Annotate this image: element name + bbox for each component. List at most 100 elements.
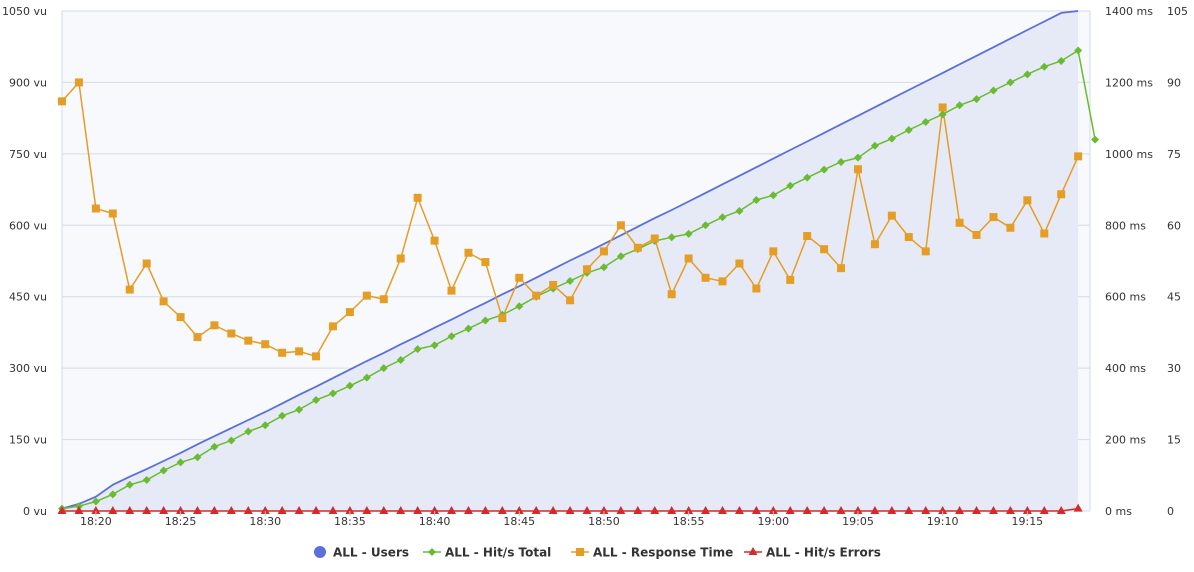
y-axis-right-ms: 0 ms 200 ms 400 ms 600 ms 800 ms 1000 ms 1200 … [1105,5,1153,518]
data-point [718,277,727,286]
y-left-tick-label: 600 vu [9,219,47,232]
data-point [278,411,287,420]
data-point [278,348,287,357]
data-point [870,506,880,514]
data-point [1040,62,1049,71]
data-point [972,230,981,239]
data-point [1074,46,1083,55]
y-left-tick-label: 750 vu [9,148,47,161]
data-point [328,506,338,514]
data-point [904,126,913,135]
data-point [837,264,846,273]
data-point [786,275,795,284]
data-point [176,313,185,322]
data-point [921,506,931,514]
data-point [497,506,507,514]
data-point [616,506,626,514]
data-point [752,284,761,293]
data-point [464,324,473,333]
data-point [58,97,66,106]
y-right-ms-tick-label: 200 ms [1105,434,1146,447]
data-point [566,277,575,285]
y-right-count-tick-label: 75 [1167,148,1181,161]
legend-marker-square [576,548,584,556]
data-point [802,506,812,514]
data-point [74,78,83,87]
data-point [345,308,354,317]
data-point [463,506,473,514]
data-point [108,490,117,499]
data-point [362,291,371,300]
data-point [295,347,304,356]
series-line-0 [61,10,1079,510]
y-right-ms-tick-label: 400 ms [1105,362,1146,375]
data-point [447,506,457,514]
data-point [972,95,981,104]
data-point [481,316,490,325]
data-point [396,506,406,514]
data-point [616,252,625,261]
legend[interactable]: ALL - Users ALL - Hit/s Total ALL - Respon… [314,546,881,560]
y-right-ms-tick-label: 1400 ms [1105,5,1153,18]
data-point [599,247,608,256]
data-point [464,248,473,257]
data-point [786,181,795,190]
data-point [57,506,67,514]
data-point [633,506,643,514]
x-tick-label: 18:50 [588,515,620,528]
data-point [142,476,151,485]
data-point [210,442,219,451]
data-point [717,506,727,514]
data-point [1056,506,1066,514]
data-point [803,173,812,182]
data-point [1023,70,1032,79]
legend-label: ALL - Hit/s Total [445,546,551,560]
data-point [243,506,253,514]
data-point [176,458,185,467]
data-point [515,302,524,311]
data-point [565,506,575,514]
data-point [803,232,812,240]
data-point [667,290,676,299]
data-point [633,243,642,252]
data-point [312,396,321,405]
data-point [1023,196,1032,205]
data-point [244,427,253,436]
data-point [379,364,388,373]
data-point [261,421,270,430]
legend-item[interactable]: ALL - Users [314,546,409,560]
data-point [108,506,118,514]
data-point [362,373,371,382]
legend-item[interactable]: ALL - Response Time [571,546,733,560]
y-left-tick-label: 450 vu [9,291,47,304]
legend-marker-diamond [428,548,436,556]
data-point [820,165,829,174]
data-point [582,506,592,514]
x-tick-label: 18:45 [503,515,535,528]
data-point [498,314,507,323]
data-point [548,506,558,514]
data-point [701,506,711,514]
data-point [667,506,677,514]
data-point [108,209,117,218]
data-point [396,356,405,365]
data-point [599,506,609,514]
legend-item[interactable]: ALL - Hit/s Errors [744,546,881,560]
data-point [837,157,846,166]
legend-item[interactable]: ALL - Hit/s Total [423,546,551,560]
data-point [1006,223,1015,232]
data-point [311,506,321,514]
data-point [769,247,778,256]
data-point [531,506,541,514]
y-left-tick-label: 150 vu [9,434,47,447]
data-point [413,506,423,514]
data-point [159,466,168,475]
y-left-tick-label: 0 vu [23,505,47,518]
data-point [125,285,134,294]
data-point [480,506,490,514]
data-point [192,506,202,514]
data-point [549,280,558,289]
data-point [328,322,337,331]
data-point [938,103,947,112]
